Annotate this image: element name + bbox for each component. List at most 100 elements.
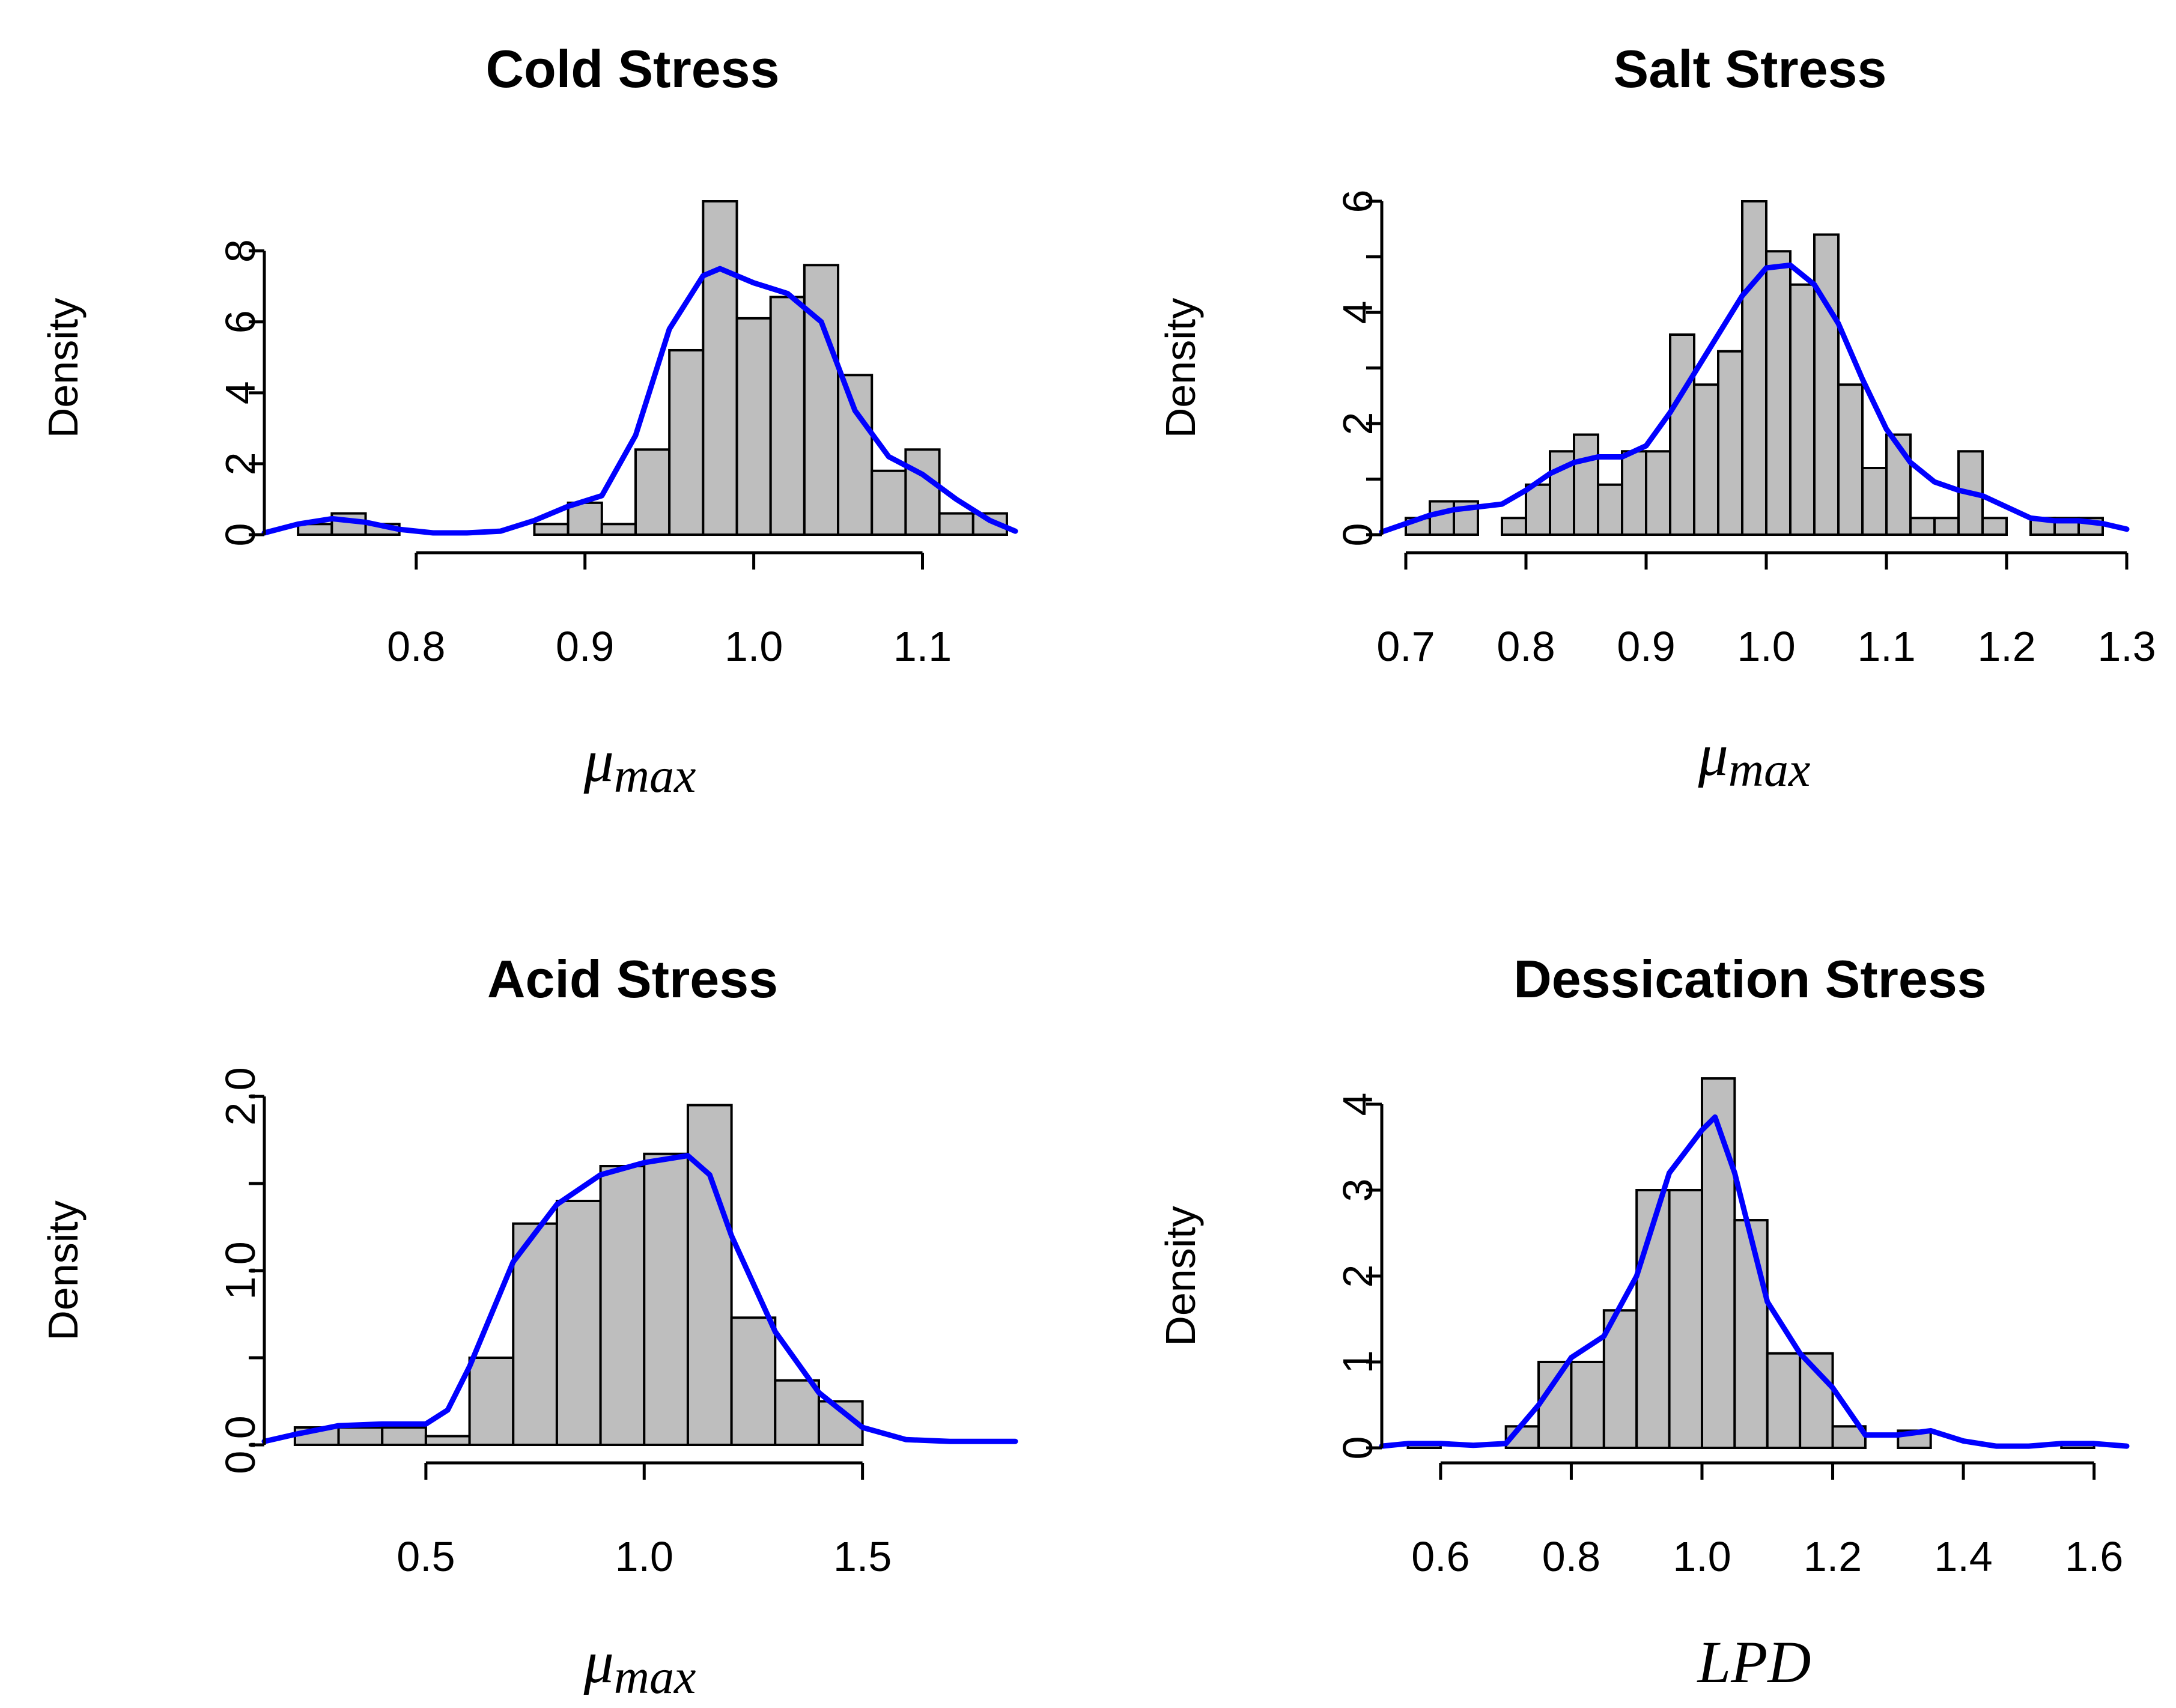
x-tick-label: 0.9 <box>1617 623 1675 670</box>
histogram-bar <box>533 523 570 536</box>
y-tick-label: 4 <box>1334 301 1381 324</box>
histogram-bar <box>567 501 603 536</box>
x-tick-label: 0.8 <box>387 623 445 670</box>
histogram-bar <box>735 317 772 536</box>
x-axis-label-subscript: max <box>614 748 696 803</box>
histogram-bar <box>1668 1189 1703 1449</box>
histogram-bar <box>1597 483 1623 536</box>
histogram-bar <box>1645 450 1671 536</box>
y-tick-label: 1 <box>1334 1351 1381 1374</box>
histogram-bar <box>837 374 874 536</box>
histogram-bar <box>1741 200 1767 536</box>
x-tick-label: 1.2 <box>1804 1533 1862 1580</box>
histogram-bar <box>1501 517 1527 536</box>
x-tick-label: 0.6 <box>1411 1533 1469 1580</box>
panel-title: Acid Stress <box>487 949 778 1009</box>
histogram-bar <box>686 1104 733 1446</box>
y-axis-label: Density <box>1157 1206 1204 1346</box>
panel-4: Dessication Stress 0 1 2 3 4 Density 0.6 0.8 1.0 1… <box>1157 949 2130 1695</box>
histogram-bar <box>1789 283 1816 536</box>
histogram-bar <box>1537 1361 1573 1449</box>
histogram-bar <box>1885 433 1912 536</box>
histogram-bar <box>1765 250 1792 536</box>
x-axis-label-subscript: max <box>1728 742 1811 797</box>
histogram-bar <box>1700 1077 1736 1449</box>
density-line <box>1379 262 2130 535</box>
histogram-bar <box>1570 1361 1605 1449</box>
y-tick-label: 0.0 <box>217 1415 264 1474</box>
histogram-bar <box>1813 233 1840 536</box>
y-axis-label: Density <box>40 298 87 438</box>
histogram-bar <box>1525 483 1551 536</box>
x-axis-label-subscript: max <box>614 1649 696 1704</box>
x-tick-label: 1.0 <box>1737 623 1795 670</box>
y-tick-label: 1.0 <box>217 1241 264 1299</box>
y-tick-label: 3 <box>1334 1179 1381 1202</box>
x-tick-label: 0.8 <box>1542 1533 1600 1580</box>
x-tick-label: 1.5 <box>833 1533 892 1580</box>
y-tick-label: 0 <box>217 523 264 547</box>
x-tick-label: 1.4 <box>1934 1533 1992 1580</box>
y-axis-label: Density <box>40 1200 87 1340</box>
histogram-bar <box>1909 517 1936 536</box>
y-tick-label: 2 <box>217 452 264 475</box>
x-tick-label: 0.9 <box>556 623 614 670</box>
x-axis-label: μmax <box>583 728 696 803</box>
x-tick-label: 1.2 <box>1977 623 2035 670</box>
y-tick-label: 0 <box>1334 523 1381 547</box>
histogram-bar <box>938 512 974 536</box>
histogram-bar <box>1733 1219 1769 1450</box>
histogram-bar <box>337 1426 384 1446</box>
panel-1: Cold Stress 0 2 4 6 8 Density 0.8 0.9 1.0 1.1 μmax <box>40 39 1018 803</box>
x-tick-label: 1.6 <box>2065 1533 2123 1580</box>
histogram-bar <box>1573 433 1599 536</box>
histogram-bar <box>1766 1352 1802 1449</box>
histogram-bar <box>769 296 806 536</box>
x-tick-label: 1.0 <box>725 623 783 670</box>
x-axis-label: μmax <box>583 1629 696 1704</box>
panel-2: Salt Stress 0 2 4 6 Density 0.7 0.8 0.9 1.0 1.1 1.2… <box>1157 39 2156 797</box>
histogram-bar <box>1669 333 1695 536</box>
histogram-bar <box>817 1400 864 1446</box>
x-axis-label: μmax <box>1698 722 1811 797</box>
x-axis-label-main: μ <box>1698 722 1728 788</box>
x-tick-label: 1.1 <box>893 623 952 670</box>
density-line <box>1379 1114 2130 1449</box>
x-axis-label-main: LPD <box>1697 1629 1811 1695</box>
x-tick-label: 0.5 <box>397 1533 455 1580</box>
histogram-bar <box>381 1426 427 1446</box>
y-tick-label: 2 <box>1334 1265 1381 1288</box>
histogram-bar <box>1621 450 1647 536</box>
x-axis-label-main: μ <box>583 728 614 794</box>
x-tick-label: 0.8 <box>1497 623 1555 670</box>
histogram-bar <box>1933 517 1960 536</box>
x-tick-label: 1.1 <box>1857 623 1915 670</box>
y-tick-label: 2 <box>1334 412 1381 436</box>
y-axis-label: Density <box>1157 298 1204 438</box>
histogram-bar <box>1837 383 1864 536</box>
x-axis-label-main: μ <box>583 1629 614 1695</box>
histogram-bar <box>1693 383 1719 536</box>
y-tick-label: 8 <box>217 239 264 263</box>
y-tick-label: 4 <box>1334 1093 1381 1116</box>
x-axis-label: LPD <box>1697 1629 1811 1695</box>
panel-title: Dessication Stress <box>1513 949 1987 1009</box>
panel-3: Acid Stress 0.0 1.0 2.0 Density 0.5 1.0 1.5 μmax <box>40 949 1018 1704</box>
density-line <box>261 266 1018 536</box>
histogram-bar <box>803 264 840 536</box>
x-tick-label: 1.3 <box>2097 623 2156 670</box>
histogram-bar <box>634 448 671 536</box>
histogram-bar <box>424 1435 471 1446</box>
histogram-bar <box>904 448 941 536</box>
histogram-bar <box>1429 500 1455 536</box>
histogram-bar <box>600 523 637 536</box>
y-tick-label: 6 <box>217 310 264 333</box>
y-tick-label: 0 <box>1334 1436 1381 1460</box>
histogram-bar <box>668 348 705 536</box>
x-tick-label: 0.7 <box>1376 623 1435 670</box>
histogram-bar <box>1861 467 1888 536</box>
histogram-bar <box>702 200 738 536</box>
histogram-bar <box>468 1357 515 1446</box>
y-tick-label: 4 <box>217 381 264 404</box>
